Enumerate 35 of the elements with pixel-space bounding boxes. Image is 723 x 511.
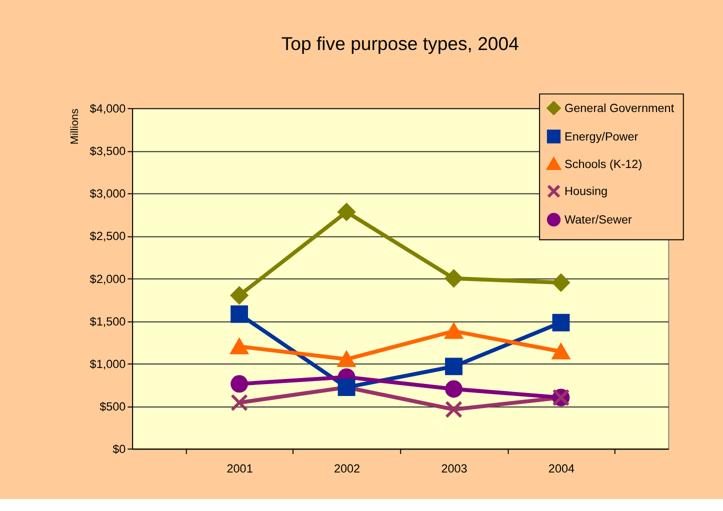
y-tick-label: $500 (100, 400, 126, 414)
x-tick-label: 2003 (441, 462, 468, 476)
point (552, 344, 570, 360)
y-tick-label: $2,000 (90, 272, 126, 286)
y-tick-label: $3,000 (90, 188, 126, 201)
point (338, 351, 356, 367)
point (445, 358, 462, 376)
legend-label: General Government (564, 102, 675, 116)
legend-label: Energy/Power (564, 130, 638, 144)
x-tick-label: 2001 (226, 462, 253, 476)
point (230, 375, 248, 393)
point (445, 400, 462, 418)
x-tick-label: 2002 (334, 462, 360, 476)
legend-label: Housing (564, 185, 608, 198)
y-axis-title: Millions (69, 108, 82, 144)
y-tick-label: $1,000 (90, 358, 126, 371)
x-tick-label: 2004 (548, 462, 575, 476)
point (338, 203, 356, 221)
y-tick-label: $1,500 (90, 315, 126, 328)
y-tick-label: $3,500 (90, 145, 126, 158)
point (230, 305, 248, 323)
y-tick-label: $0 (112, 442, 126, 456)
point (230, 286, 248, 304)
point (445, 323, 462, 339)
point (230, 338, 248, 354)
legend-label: Water/Sewer (564, 214, 632, 227)
chart-title: Top five purpose types, 2004 (281, 32, 519, 54)
y-tick-label: $2,500 (90, 230, 126, 244)
point (445, 380, 462, 398)
legend-label: Schools (K-12) (564, 158, 642, 171)
point (230, 394, 248, 412)
point (445, 270, 462, 288)
y-tick-label: $4,000 (90, 102, 126, 116)
point (552, 274, 570, 292)
point (552, 314, 570, 332)
